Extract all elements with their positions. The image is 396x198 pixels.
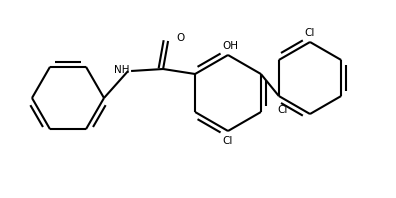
Text: O: O: [176, 33, 185, 43]
Text: OH: OH: [222, 41, 238, 51]
Text: Cl: Cl: [277, 105, 287, 115]
Text: Cl: Cl: [223, 136, 233, 146]
Text: NH: NH: [114, 65, 129, 75]
Text: Cl: Cl: [305, 28, 315, 38]
